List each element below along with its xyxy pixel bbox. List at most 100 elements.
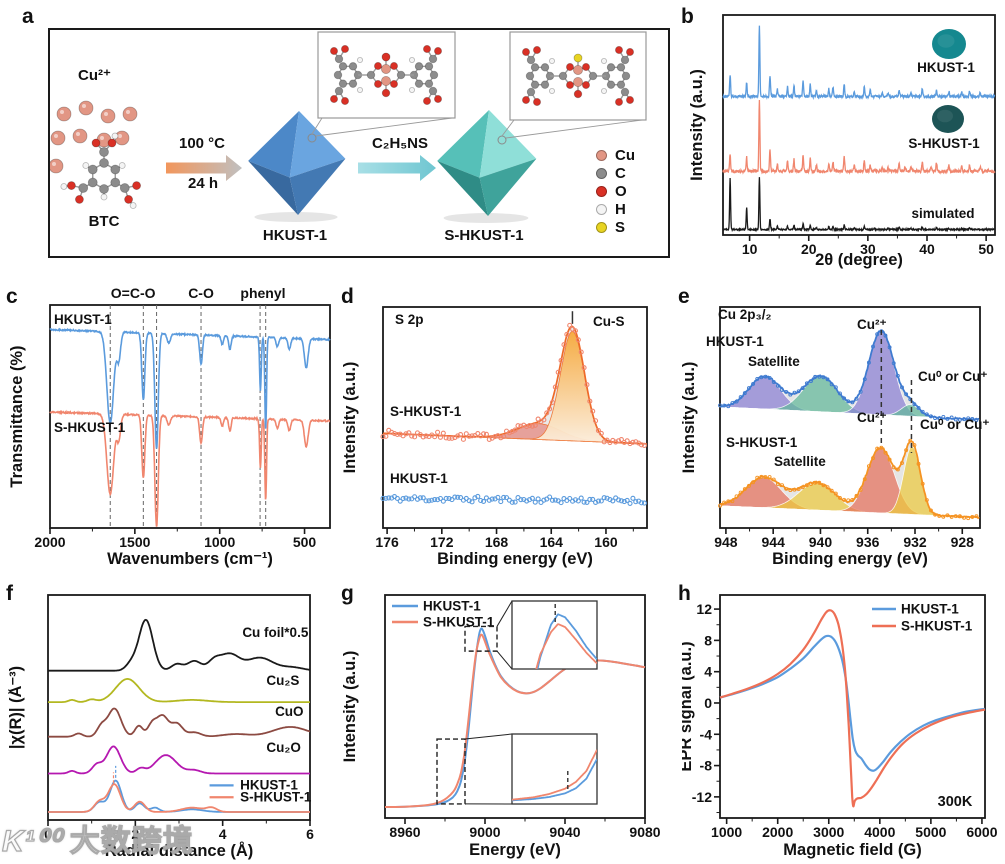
scatter-S-HKUST-1 [394,431,400,438]
scatter-S-HKUST-1 [578,349,584,355]
marker-S-HKUST-1 [945,513,950,518]
scatter-HKUST-1 [601,495,607,501]
scatter-S-HKUST-1 [584,382,590,388]
scatter-HKUST-1 [587,496,593,502]
marker-HKUST-1 [953,417,958,422]
x-tick-label: 50 [978,241,994,257]
x-tick-label: 500 [293,534,317,550]
hkust-octahedron [248,110,346,223]
inset-plot-0 [535,613,597,669]
oxygen-atom [329,46,338,55]
panel-a-graphics [50,31,647,224]
x-tick-label: 164 [540,534,564,550]
marker-S-HKUST-1 [800,485,805,490]
hydrogen-atom [60,183,68,190]
marker-HKUST-1 [809,379,813,383]
scatter-HKUST-1 [420,495,426,501]
carbon-atom [429,70,439,80]
x-tick-label: 30 [860,241,876,257]
scatter-S-HKUST-1 [435,429,441,435]
scatter-S-HKUST-1 [613,439,619,445]
band-label-phenyl: phenyl [240,285,285,301]
marker-HKUST-1 [788,392,793,397]
marker-HKUST-1 [966,416,971,421]
y-axis-title: Intensity (a.u.) [682,362,698,474]
reaction-arrow-2 [358,155,436,181]
annotation-Cu²⁺: Cu²⁺ [857,317,887,332]
oxygen-atom [422,97,431,106]
marker-HKUST-1 [887,345,892,350]
reagent-label: C₂H₅NS [371,135,429,152]
marker-HKUST-1 [883,333,888,338]
sphere-highlight [118,134,122,138]
watermark-text: 大数跨境 [69,824,194,858]
oxygen-atom [521,96,530,105]
marker-HKUST-1 [895,373,900,378]
marker-HKUST-1 [829,382,834,387]
marker-S-HKUST-1 [784,486,789,491]
scatter-HKUST-1 [509,499,515,505]
marker-S-HKUST-1 [941,514,946,519]
marker-S-HKUST-1 [850,498,855,502]
marker-HKUST-1 [924,412,929,417]
marker-HKUST-1 [792,390,797,395]
exafs-series-Cu foil*0.5 [48,618,311,672]
legend-label-S-HKUST-1: S-HKUST-1 [423,615,495,630]
scatter-S-HKUST-1 [598,430,604,436]
marker-S-HKUST-1 [929,508,933,513]
y-axis-title: Intensity (a.u.) [688,69,706,181]
envelope-fill [383,326,647,444]
marker-HKUST-1 [804,381,809,386]
annotation-S-HKUST-1: S-HKUST-1 [726,435,798,450]
inset-connector [496,650,513,670]
marker-HKUST-1 [738,395,743,400]
marker-S-HKUST-1 [953,514,958,519]
scatter-HKUST-1 [535,496,541,502]
legend-label-HKUST-1: HKUST-1 [901,602,959,617]
annotation-S-HKUST-1: S-HKUST-1 [908,136,980,151]
marker-HKUST-1 [846,399,851,404]
y-tick-label: -12 [692,789,712,805]
scatter-HKUST-1 [627,500,633,506]
marker-HKUST-1 [833,385,838,390]
annotation-HKUST-1: HKUST-1 [917,60,975,75]
scatter-HKUST-1 [406,496,412,502]
marker-S-HKUST-1 [920,481,925,486]
scatter-HKUST-1 [400,495,406,502]
marker-HKUST-1 [742,391,747,396]
oxygen-atom [124,195,133,204]
scatter-HKUST-1 [446,496,452,502]
marker-HKUST-1 [929,414,933,419]
carbon-atom [424,79,434,88]
plot-frame [722,14,996,236]
panel-letter-h: h [678,582,691,605]
carbon-atom [526,55,536,65]
carbon-atom [621,71,631,81]
x-tick-label: 1000 [204,534,235,550]
scatter-S-HKUST-1 [558,357,564,364]
marker-S-HKUST-1 [838,495,842,500]
marker-S-HKUST-1 [974,514,979,519]
scatter-HKUST-1 [581,499,587,505]
scatter-S-HKUST-1 [524,424,530,430]
marker-S-HKUST-1 [916,461,921,466]
marker-HKUST-1 [970,416,975,421]
marker-S-HKUST-1 [949,514,954,519]
scatter-HKUST-1 [598,498,604,504]
scatter-S-HKUST-1 [564,331,570,337]
marker-HKUST-1 [871,344,875,349]
scatter-S-HKUST-1 [391,431,398,437]
marker-HKUST-1 [862,377,867,382]
legend-label-HKUST-1: HKUST-1 [240,777,298,792]
atom-legend-item-Cu: Cu [596,146,635,164]
marker-HKUST-1 [866,360,871,365]
scatter-S-HKUST-1 [480,431,487,437]
x-tick-label: 10 [742,241,758,257]
inset-plot-1 [512,749,597,802]
marker-HKUST-1 [933,416,938,421]
scatter-S-HKUST-1 [483,431,489,437]
carbon-atom [99,184,109,194]
scatter-HKUST-1 [495,494,501,500]
scatter-HKUST-1 [624,497,630,503]
marker-HKUST-1 [891,361,896,366]
